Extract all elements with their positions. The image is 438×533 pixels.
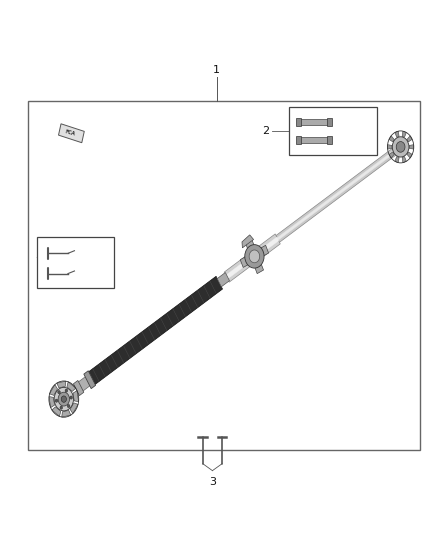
Circle shape (54, 387, 74, 411)
Text: 1: 1 (213, 64, 220, 75)
Circle shape (58, 391, 60, 394)
Polygon shape (407, 136, 412, 142)
Polygon shape (224, 234, 280, 282)
Polygon shape (217, 272, 230, 287)
Bar (289, 107, 377, 155)
Polygon shape (57, 381, 66, 388)
Polygon shape (389, 136, 394, 142)
Polygon shape (59, 124, 84, 143)
Polygon shape (276, 147, 399, 241)
Polygon shape (409, 144, 413, 149)
Polygon shape (389, 152, 394, 158)
Polygon shape (407, 152, 412, 158)
Polygon shape (74, 381, 84, 395)
Polygon shape (49, 397, 55, 408)
Polygon shape (395, 131, 399, 138)
Text: 2: 2 (70, 243, 77, 253)
Circle shape (70, 396, 72, 399)
Circle shape (60, 406, 63, 409)
Bar (28, 101, 420, 450)
Polygon shape (242, 235, 254, 248)
Circle shape (58, 392, 70, 406)
Circle shape (249, 250, 260, 263)
Polygon shape (402, 157, 406, 163)
Polygon shape (62, 410, 71, 417)
Circle shape (61, 396, 67, 402)
Polygon shape (74, 375, 93, 394)
Bar (327, 118, 332, 126)
Text: 3: 3 (209, 477, 216, 487)
Circle shape (392, 137, 409, 157)
Bar (327, 136, 332, 144)
Polygon shape (84, 371, 95, 389)
Circle shape (396, 142, 405, 152)
Polygon shape (67, 382, 76, 391)
Bar (300, 119, 328, 125)
Circle shape (65, 389, 68, 392)
Polygon shape (275, 145, 400, 243)
Bar (300, 137, 328, 143)
Polygon shape (49, 385, 57, 395)
Text: 2: 2 (262, 126, 269, 135)
Polygon shape (52, 407, 61, 416)
Polygon shape (87, 276, 223, 386)
Circle shape (55, 399, 58, 402)
Polygon shape (240, 245, 268, 268)
Circle shape (245, 245, 264, 268)
Bar (37, 237, 114, 288)
Bar (296, 118, 301, 126)
Polygon shape (73, 391, 78, 402)
Bar (296, 136, 301, 144)
Polygon shape (388, 144, 392, 149)
Text: FCA: FCA (65, 129, 76, 136)
Polygon shape (226, 237, 279, 279)
Polygon shape (402, 131, 406, 138)
Polygon shape (395, 157, 399, 163)
Circle shape (67, 405, 70, 408)
Polygon shape (245, 239, 264, 273)
Polygon shape (70, 403, 78, 414)
